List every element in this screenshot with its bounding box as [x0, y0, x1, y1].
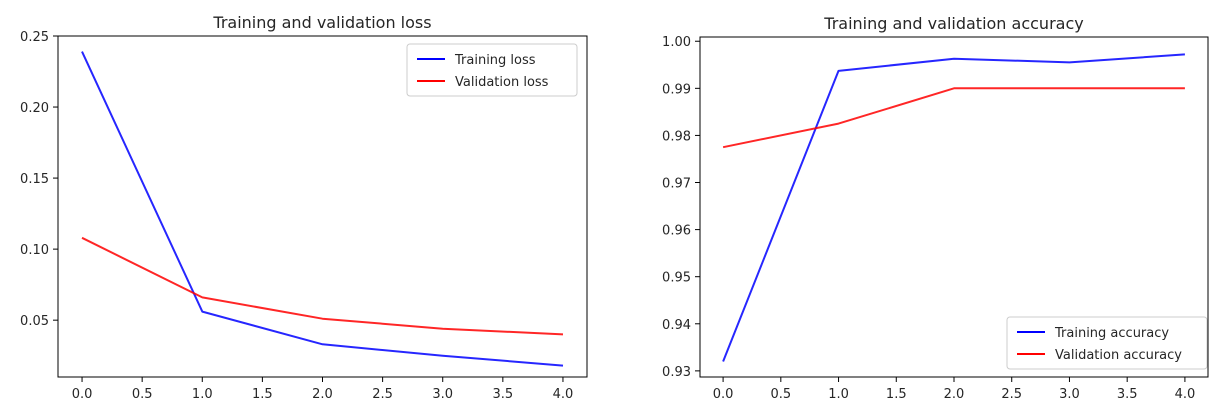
x-tick-label: 1.5 — [886, 387, 907, 402]
data-point — [1184, 87, 1186, 89]
data-point — [442, 327, 444, 329]
legend-box — [406, 43, 578, 97]
y-tick-label: 0.97 — [662, 177, 691, 192]
x-tick-label: 1.0 — [828, 387, 849, 402]
legend: Training accuracy Validation accuracy — [1006, 316, 1208, 370]
y-tick-label: 0.05 — [20, 314, 49, 329]
y-tick-label: 0.15 — [20, 172, 49, 187]
data-point — [953, 87, 955, 89]
x-tick-label: 3.5 — [492, 387, 513, 402]
axes-frame — [699, 36, 1209, 378]
data-point — [722, 360, 724, 362]
data-point — [1184, 53, 1186, 55]
legend-label: Training accuracy — [1054, 326, 1169, 341]
series-line-training — [722, 53, 1185, 362]
series-line-validation — [722, 87, 1185, 149]
y-tick-label: 0.25 — [20, 30, 49, 45]
data-point — [321, 318, 323, 320]
data-point — [321, 343, 323, 345]
x-tick-label: 0.0 — [713, 387, 734, 402]
x-tick-label: 2.0 — [312, 387, 333, 402]
x-tick-label: 0.5 — [132, 387, 153, 402]
data-point — [201, 310, 203, 312]
y-tick-label: 0.98 — [662, 129, 691, 144]
y-tick-label: 0.99 — [662, 82, 691, 97]
axes-frame — [57, 35, 588, 378]
data-point — [1068, 87, 1070, 89]
data-point — [562, 333, 564, 335]
data-point — [837, 122, 839, 124]
data-point — [953, 57, 955, 59]
x-tick-label: 0.0 — [72, 387, 93, 402]
series-line-training — [81, 51, 564, 367]
x-tick-label: 1.5 — [252, 387, 273, 402]
loss-chart: Training and validation loss 0.0 0.5 1.0 1.5… — [20, 13, 588, 402]
x-tick-label: 1.0 — [192, 387, 213, 402]
data-point — [201, 296, 203, 298]
legend-box — [1006, 316, 1208, 370]
legend-label: Training loss — [454, 53, 536, 68]
y-tick-label: 0.20 — [20, 101, 49, 116]
legend-label: Validation loss — [455, 75, 549, 90]
y-tick-label: 0.93 — [662, 365, 691, 380]
y-tick-label: 0.94 — [662, 318, 691, 333]
legend: Training loss Validation loss — [406, 43, 578, 97]
chart-title: Training and validation accuracy — [823, 14, 1083, 33]
data-point — [81, 50, 83, 52]
y-tick-label: 0.10 — [20, 243, 49, 258]
data-point — [562, 364, 564, 366]
x-tick-label: 4.0 — [1175, 387, 1196, 402]
data-point — [1068, 61, 1070, 63]
series-line-validation — [81, 236, 564, 336]
y-tick-label: 0.95 — [662, 271, 691, 286]
x-tick-label: 4.0 — [553, 387, 574, 402]
x-tick-label: 3.0 — [432, 387, 453, 402]
y-tick-label: 1.00 — [662, 35, 691, 50]
x-tick-label: 2.0 — [944, 387, 965, 402]
x-tick-label: 3.5 — [1117, 387, 1138, 402]
x-tick-label: 0.5 — [770, 387, 791, 402]
x-tick-label: 2.5 — [1001, 387, 1022, 402]
data-point — [81, 237, 83, 239]
y-tick-label: 0.96 — [662, 224, 691, 239]
x-tick-label: 3.0 — [1059, 387, 1080, 402]
accuracy-chart: Training and validation accuracy 0.0 0.5 1.… — [662, 14, 1209, 402]
x-tick-label: 2.5 — [372, 387, 393, 402]
legend-label: Validation accuracy — [1055, 348, 1182, 363]
data-point — [442, 354, 444, 356]
chart-title: Training and validation loss — [212, 13, 431, 32]
data-point — [722, 146, 724, 148]
data-point — [837, 70, 839, 72]
